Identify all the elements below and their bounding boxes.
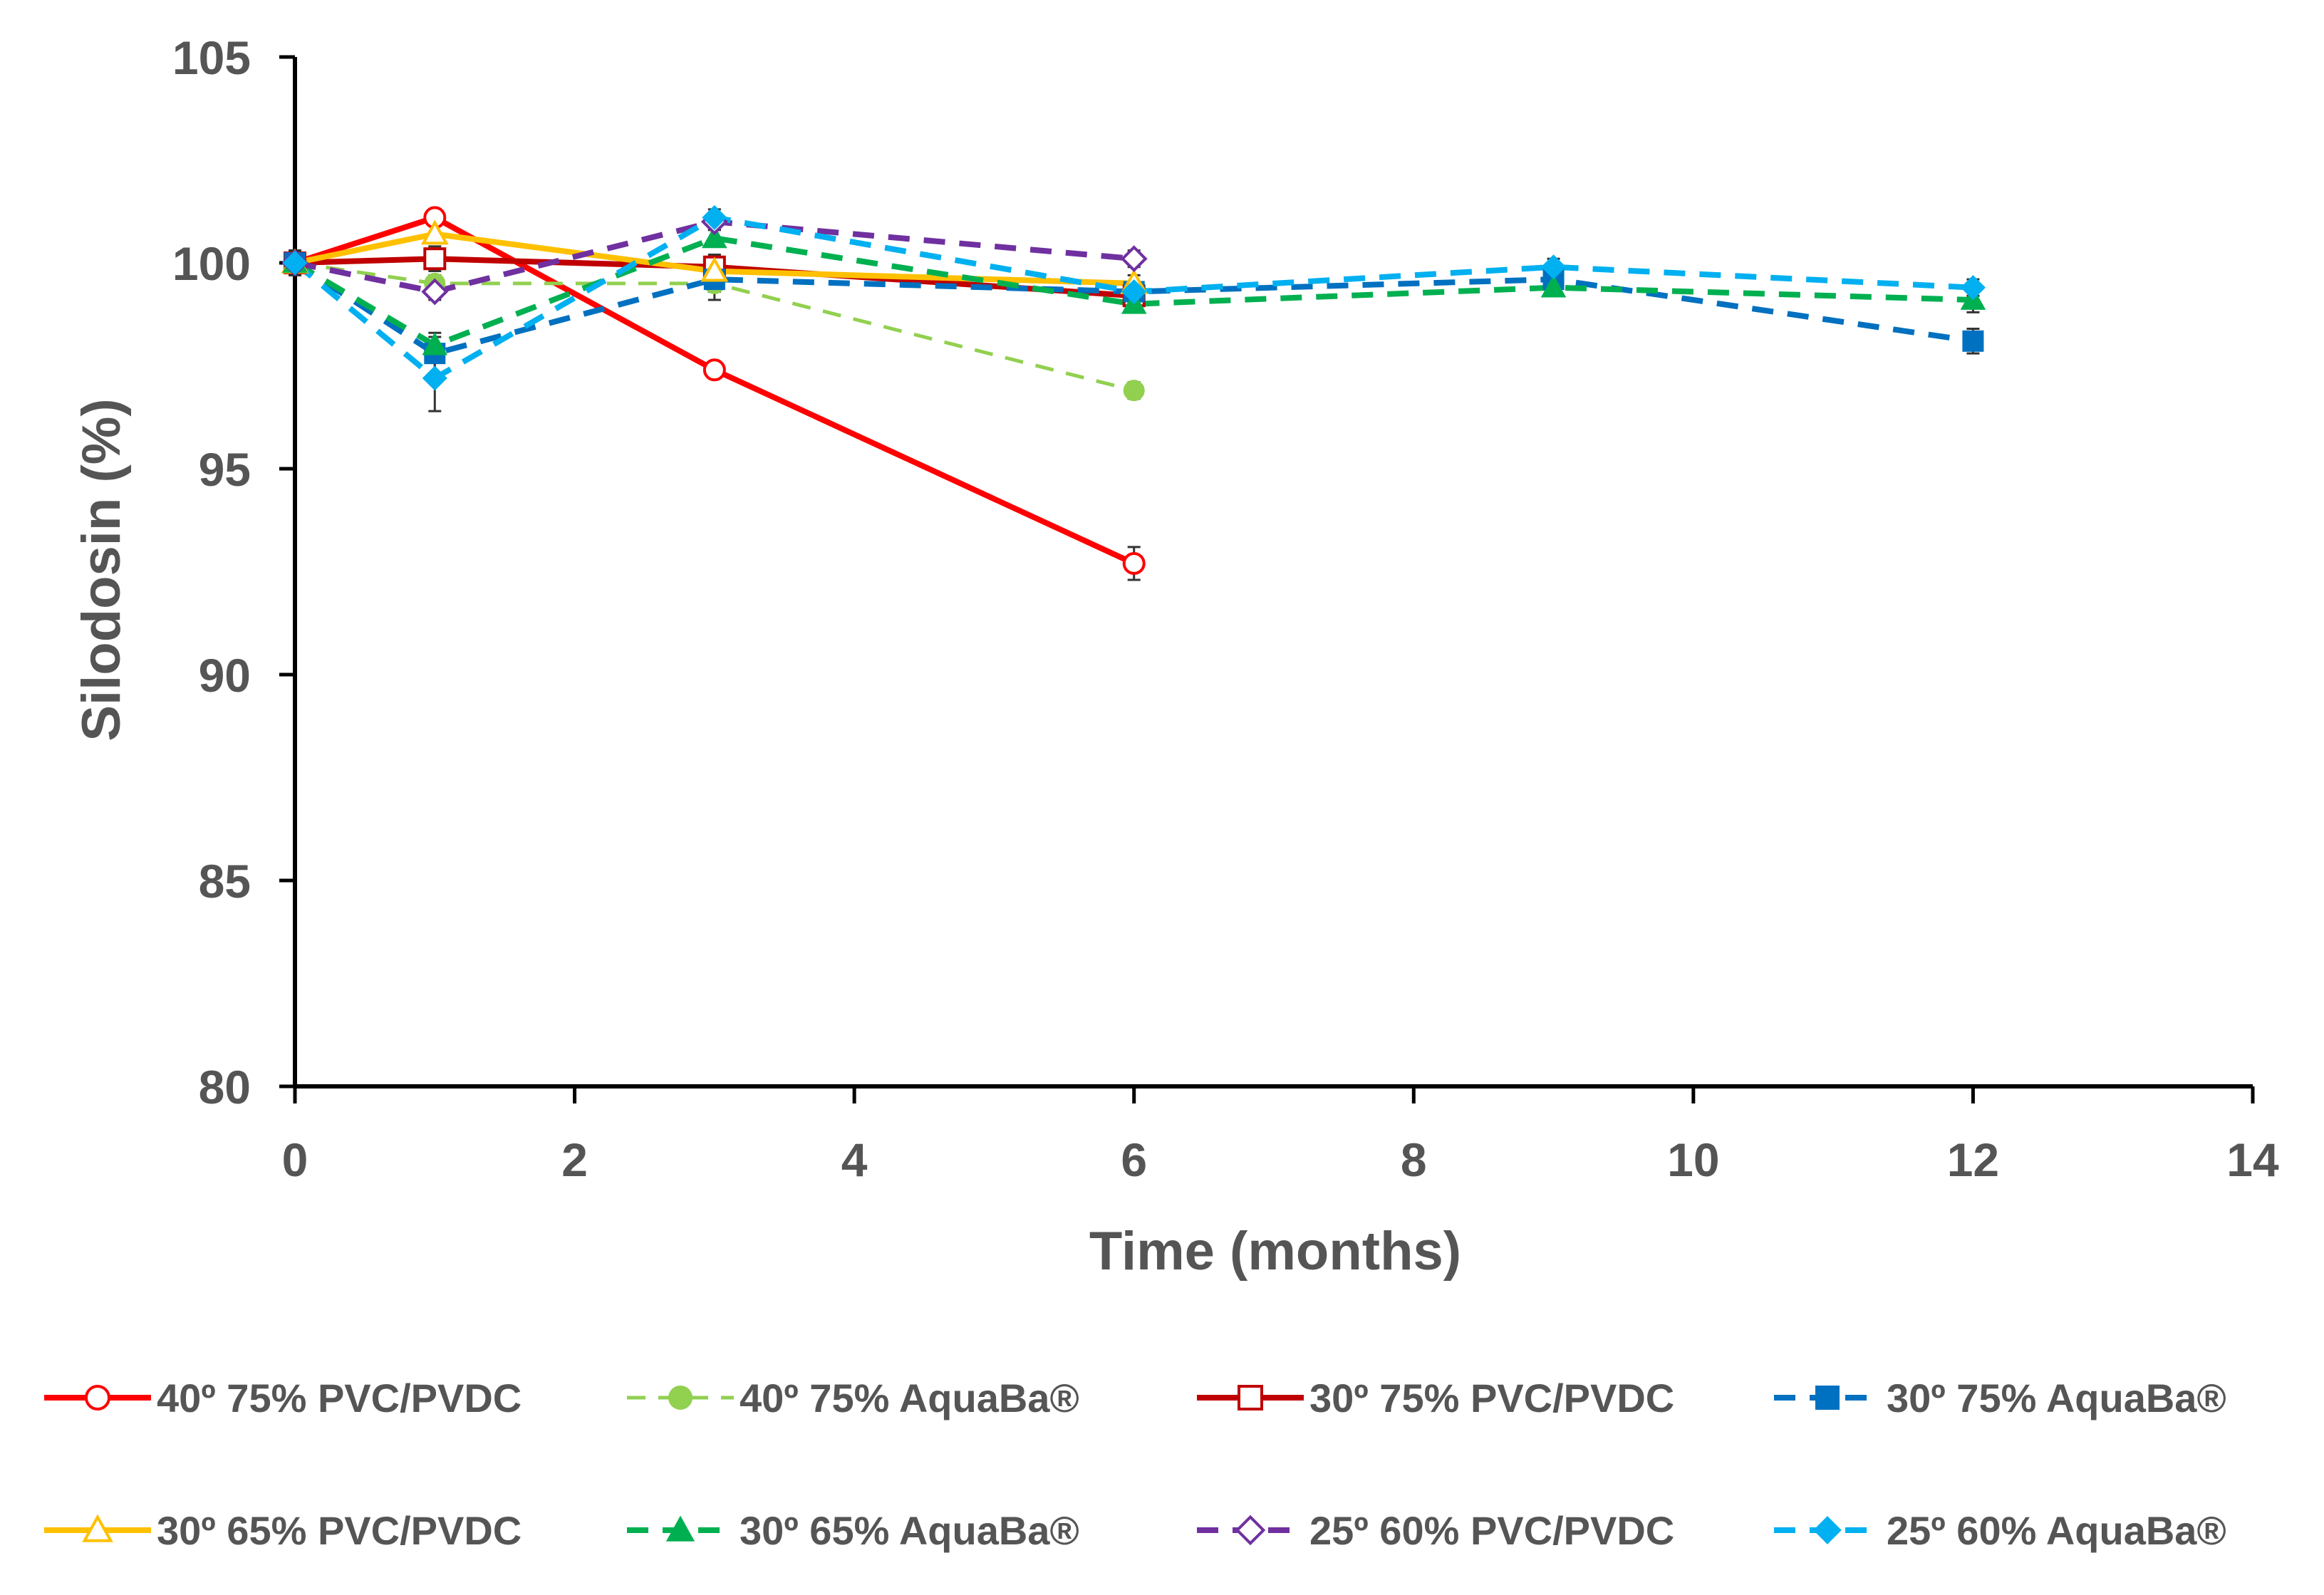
y-tick-label: 90 [199, 649, 251, 702]
data-point-marker [422, 332, 448, 355]
legend-label: 30º 75% PVC/PVDC [1309, 1376, 1674, 1420]
series-lines [293, 214, 1974, 566]
y-tick-label: 80 [199, 1061, 251, 1113]
x-tick-label: 0 [282, 1133, 308, 1186]
data-point-marker [1960, 275, 1986, 301]
series-line-8 [293, 214, 1973, 381]
x-tick-label: 8 [1401, 1133, 1427, 1186]
data-point-marker [665, 1515, 695, 1542]
data-point-marker [1238, 1385, 1263, 1410]
data-point-marker [1815, 1386, 1840, 1410]
series-line-2 [294, 261, 1135, 393]
legend-item: 30º 65% AquaBa® [627, 1508, 1079, 1553]
legend: 40º 75% PVC/PVDC 40º 75% AquaBa® 30º 75% P… [44, 1376, 2226, 1553]
data-point-marker [1123, 380, 1145, 402]
data-point-marker [422, 365, 447, 391]
series-markers [281, 204, 1986, 575]
data-point-marker [700, 256, 729, 282]
data-point-marker [423, 247, 447, 271]
legend-item: 30º 75% PVC/PVDC [1197, 1376, 1674, 1420]
legend-item: 40º 75% PVC/PVDC [44, 1376, 522, 1420]
series-line-4 [293, 260, 1974, 357]
legend-label: 30º 65% AquaBa® [740, 1508, 1079, 1553]
legend-label: 25º 60% AquaBa® [1887, 1508, 2226, 1553]
data-point-marker [1120, 245, 1148, 273]
series-line-5 [294, 231, 1134, 286]
x-tick-label: 12 [1947, 1133, 1999, 1186]
data-point-marker [1121, 279, 1147, 304]
axes: 80 85 90 95 100 105 0 2 4 6 8 10 12 14 [172, 31, 2279, 1186]
data-point-marker [1122, 551, 1146, 575]
data-point-marker [1540, 274, 1567, 298]
data-point-marker [702, 225, 727, 249]
legend-item: 25º 60% AquaBa® [1774, 1508, 2226, 1553]
data-point-marker [282, 250, 308, 276]
data-point-marker [668, 1386, 692, 1410]
y-tick-label: 85 [199, 855, 251, 908]
series-line-7 [294, 219, 1135, 295]
series-line-1 [294, 214, 1136, 566]
data-point-marker [1962, 330, 1984, 352]
legend-item: 40º 75% AquaBa® [627, 1376, 1079, 1420]
legend-label: 25º 60% PVC/PVDC [1309, 1508, 1674, 1553]
data-point-marker [702, 204, 727, 230]
legend-label: 40º 75% AquaBa® [740, 1376, 1079, 1420]
legend-item: 30º 65% PVC/PVDC [44, 1508, 522, 1553]
x-tick-label: 2 [561, 1133, 588, 1186]
legend-label: 30º 75% AquaBa® [1887, 1376, 2226, 1420]
legend-label: 30º 65% PVC/PVDC [157, 1508, 522, 1553]
data-point-marker [1541, 254, 1567, 280]
y-tick-label: 105 [172, 31, 251, 84]
y-tick-label: 100 [172, 237, 251, 290]
y-axis-label: Silodosin (%) [71, 398, 132, 741]
x-tick-label: 14 [2226, 1133, 2279, 1186]
legend-label: 40º 75% PVC/PVDC [157, 1376, 522, 1420]
data-point-marker [420, 219, 449, 245]
series-line-3 [294, 256, 1134, 299]
data-point-marker [85, 1385, 110, 1410]
data-point-marker [82, 1514, 113, 1542]
y-tick-label: 95 [199, 443, 251, 496]
data-point-marker [1813, 1516, 1842, 1544]
data-point-marker [1235, 1515, 1266, 1546]
data-point-marker [421, 278, 449, 306]
data-point-marker [702, 358, 726, 382]
legend-item: 25º 60% PVC/PVDC [1197, 1508, 1674, 1553]
x-tick-label: 10 [1667, 1133, 1719, 1186]
legend-item: 30º 75% AquaBa® [1774, 1376, 2226, 1420]
x-axis-label: Time (months) [1089, 1221, 1461, 1282]
x-tick-label: 4 [841, 1133, 868, 1186]
x-tick-label: 6 [1121, 1133, 1147, 1186]
